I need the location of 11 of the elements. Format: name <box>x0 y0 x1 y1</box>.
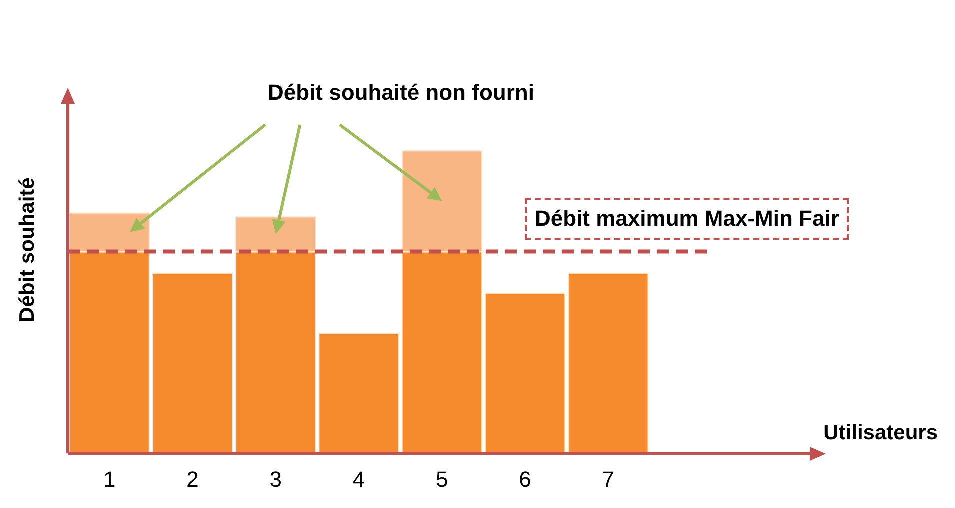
x-tick-label: 1 <box>103 466 116 492</box>
ref-line-label: Débit maximum Max-Min Fair <box>525 198 850 240</box>
text: Utilisateurs <box>824 422 938 445</box>
x-tick-label: 5 <box>436 466 448 492</box>
x-tick-label: 6 <box>519 466 532 492</box>
x-tick-label: 4 <box>352 466 366 492</box>
text: Débit souhaité non fourni <box>268 80 534 106</box>
y-axis-title: Débit souhaité <box>16 178 39 322</box>
x-tick-label: 3 <box>270 466 282 492</box>
x-tick-label: 2 <box>186 466 199 492</box>
x-tick-label: 7 <box>602 466 615 492</box>
